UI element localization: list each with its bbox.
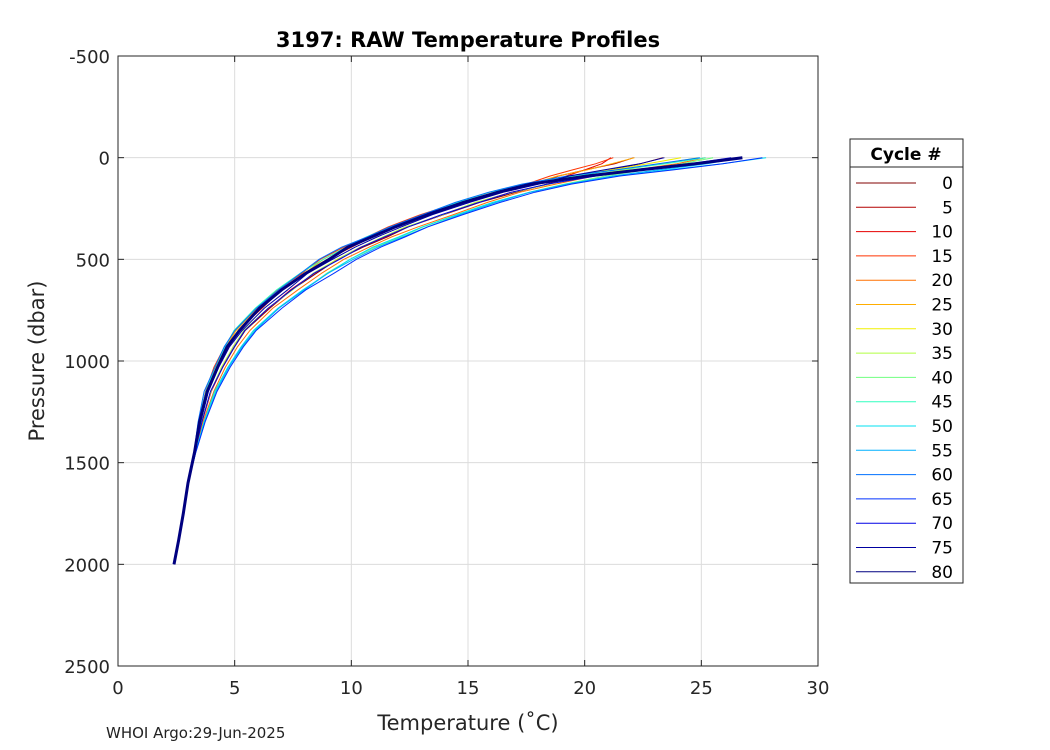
x-axis-label: Temperature (˚C) [376,711,558,735]
legend-label: 50 [931,417,953,437]
legend-label: 10 [931,223,953,243]
legend-label: 15 [931,247,953,267]
legend-label: 45 [931,393,953,413]
legend-box [849,138,964,584]
legend-label: 55 [931,441,953,461]
x-tick-label: 10 [340,678,363,699]
chart-title: 3197: RAW Temperature Profiles [276,28,660,52]
profile-line-cycle-80 [172,156,743,565]
legend-label: 5 [942,198,953,218]
legend-label: 70 [931,514,953,534]
legend-entries: 0 5 10 15 20 25 30 35 40 45 50 55 60 65 70 75 80 [856,174,953,583]
legend-label: 60 [931,466,953,486]
profile-series [172,156,767,565]
y-tick-label: -500 [69,47,110,68]
legend-label: 80 [931,563,953,583]
y-tick-label: 1500 [64,454,110,475]
legend-label: 65 [931,490,953,510]
x-axis-ticks: 0 5 10 15 20 25 30 [112,56,829,699]
footer-credit: WHOI Argo:29-Jun-2025 [106,724,286,742]
y-tick-label: 1000 [64,352,110,373]
legend-label: 75 [931,539,953,559]
y-tick-label: 2500 [64,657,110,678]
legend-label: 40 [931,368,953,388]
x-tick-label: 30 [807,678,830,699]
x-tick-label: 25 [690,678,713,699]
x-tick-label: 15 [457,678,480,699]
y-tick-label: 0 [99,149,110,170]
legend-title: Cycle # [870,145,941,165]
x-tick-label: 5 [229,678,240,699]
y-tick-label: 500 [76,250,110,271]
legend: Cycle # 0 5 10 15 20 25 30 35 40 45 50 55 60 65 70 75 80 [849,138,964,584]
legend-label: 35 [931,344,953,364]
x-tick-label: 0 [112,678,123,699]
y-axis-label: Pressure (dbar) [25,281,49,442]
legend-label: 20 [931,271,953,291]
legend-label: 30 [931,320,953,340]
y-axis-ticks: -500 0 500 1000 1500 2000 2500 [64,47,818,678]
y-tick-label: 2000 [64,555,110,576]
legend-label: 0 [942,174,953,194]
x-tick-label: 20 [573,678,596,699]
legend-label: 25 [931,296,953,316]
